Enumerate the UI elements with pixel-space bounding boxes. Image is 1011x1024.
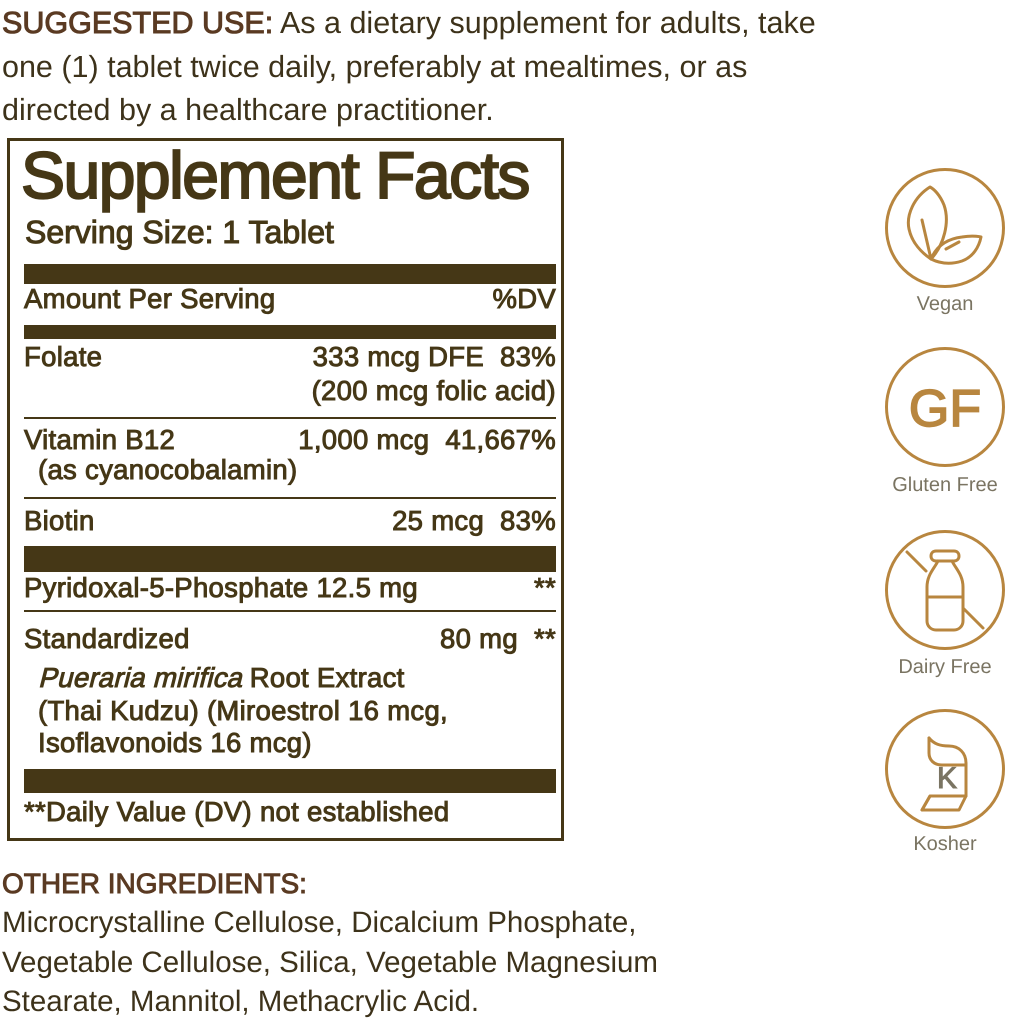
svg-text:GF: GF (909, 380, 981, 438)
svg-text:K: K (937, 762, 958, 795)
